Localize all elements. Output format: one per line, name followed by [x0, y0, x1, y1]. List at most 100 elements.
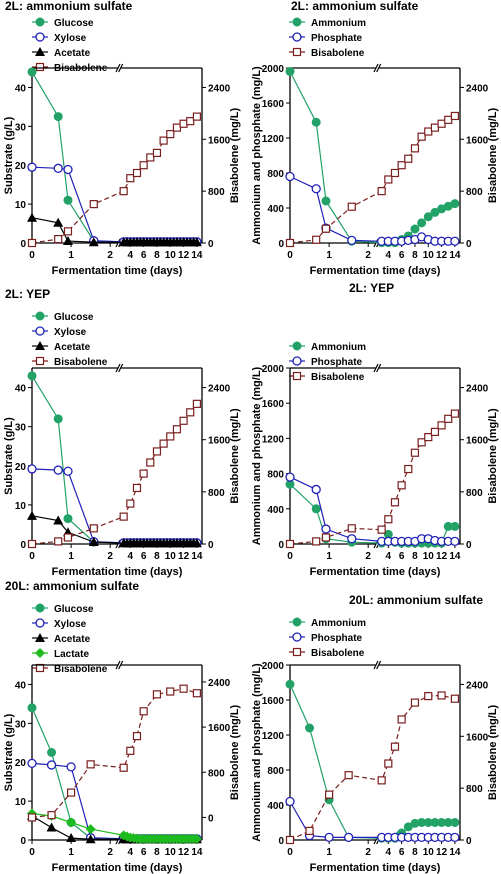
x-tick-label: 6	[141, 847, 147, 858]
data-point-ammonium	[410, 224, 420, 234]
series-line-xylose	[31, 762, 197, 840]
legend-label: Bisabolene	[311, 48, 365, 59]
data-point-bisabolene	[444, 414, 453, 423]
x-tick-label: 12	[178, 847, 190, 858]
chart-p5: 20L: ammonium sulfate Glucose Xylose Acetat…	[3, 579, 241, 874]
legend-marker	[292, 371, 302, 381]
y-tick-label: 0	[20, 836, 26, 847]
y2-tick-label: 800	[208, 768, 225, 779]
axis-break-mark	[118, 660, 124, 670]
x-tick-label: 0	[287, 551, 293, 562]
x-tick-label: 2	[365, 551, 371, 562]
y-axis-label: Ammonium and phosphate (mg/L)	[251, 366, 263, 545]
x-tick-label: 8	[154, 847, 160, 858]
chart-title: 20L: ammonium sulfate	[349, 593, 483, 607]
data-point-bisabolene	[390, 742, 400, 751]
data-point-bisabolene	[312, 235, 321, 244]
data-point-bisabolene	[285, 238, 295, 248]
data-point-bisabolene	[139, 469, 148, 478]
y2-tick-label: 800	[208, 488, 225, 499]
data-point-bisabolene	[285, 539, 295, 549]
y2-tick-label: 0	[466, 540, 472, 551]
data-point-xylose	[53, 163, 63, 173]
y-tick-label: 10	[15, 501, 27, 512]
y-tick-label: 800	[267, 169, 284, 180]
y-tick-label: 30	[15, 719, 27, 730]
legend-label: Phosphate	[311, 33, 363, 44]
y-tick-label: 20	[15, 462, 27, 473]
data-point-bisabolene	[172, 123, 182, 132]
data-point-bisabolene	[430, 123, 440, 132]
y2-tick-label: 800	[466, 488, 483, 499]
data-point-bisabolene	[312, 537, 321, 546]
data-point-bisabolene	[424, 127, 433, 136]
data-point-xylose	[27, 464, 37, 474]
data-point-bisabolene	[132, 483, 142, 493]
data-point-bisabolene	[192, 399, 201, 408]
axis-break-mark	[115, 63, 121, 73]
legend-label: Acetate	[54, 634, 91, 645]
legend-marker	[35, 618, 45, 628]
data-point-bisabolene	[159, 136, 168, 145]
data-point-glucose	[63, 514, 73, 524]
data-point-bisabolene	[321, 533, 331, 542]
data-point-phosphate	[347, 235, 357, 246]
legend-marker	[35, 341, 45, 350]
axis-break-mark	[115, 363, 121, 373]
y2-tick-label: 1600	[208, 436, 231, 447]
axis-break-mark	[115, 660, 121, 670]
data-point-ammonium	[450, 521, 460, 531]
data-point-bisabolene	[146, 153, 155, 162]
data-point-bisabolene	[410, 448, 420, 457]
x-tick-label: 2	[107, 250, 113, 261]
x-tick-label: 8	[154, 551, 160, 562]
data-point-ammonium	[417, 218, 427, 228]
data-point-bisabolene	[430, 427, 440, 436]
data-point-ammonium	[423, 212, 433, 222]
x-tick-label: 10	[165, 250, 177, 261]
y2-tick-label: 800	[466, 187, 483, 198]
data-point-xylose	[53, 465, 63, 475]
chart-p6: 20L: ammonium sulfate Ammonium Phosphate Bi…	[251, 593, 499, 874]
y2-tick-label: 1600	[208, 723, 231, 734]
x-tick-label: 4	[386, 250, 392, 261]
data-point-phosphate	[450, 832, 460, 843]
y-tick-label: 10	[15, 200, 27, 211]
x-axis-label: Fermentation time (days)	[310, 265, 441, 277]
data-point-bisabolene	[119, 187, 128, 196]
data-point-bisabolene	[397, 161, 406, 170]
data-point-bisabolene	[126, 499, 135, 508]
chart-p2: 2L: ammonium sulfate Ammonium Phosphate Bis…	[251, 0, 499, 277]
data-point-acetate	[191, 237, 202, 247]
data-point-bisabolene	[390, 498, 400, 507]
data-point-acetate	[53, 515, 64, 525]
legend-label: Bisabolene	[54, 357, 108, 368]
y-axis-label: Ammonium and phosphate (mg/L)	[251, 66, 263, 245]
series-line-xylose	[31, 166, 197, 243]
y-tick-label: 0	[278, 239, 284, 250]
data-point-bisabolene	[410, 144, 420, 153]
data-point-bisabolene	[384, 515, 393, 524]
data-point-acetate	[27, 212, 37, 222]
y-tick-label: 1600	[262, 99, 285, 110]
data-point-bisabolene	[384, 759, 393, 768]
series-line-bisabolene	[289, 694, 456, 841]
data-point-bisabolene	[166, 687, 175, 696]
data-point-bisabolene	[404, 154, 413, 163]
data-point-bisabolene	[321, 224, 331, 233]
legend-marker	[292, 647, 302, 657]
data-point-bisabolene	[347, 524, 356, 533]
y-tick-label: 40	[15, 384, 27, 395]
data-point-bisabolene	[192, 689, 201, 698]
data-point-bisabolene	[192, 112, 201, 121]
x-tick-label: 0	[29, 847, 35, 858]
y2-tick-label: 1600	[466, 135, 489, 146]
data-point-bisabolene	[146, 458, 155, 467]
data-point-bisabolene	[66, 788, 76, 797]
legend-label: Ammonium	[311, 618, 366, 629]
data-point-bisabolene	[89, 524, 98, 533]
data-point-bisabolene	[344, 771, 353, 780]
data-point-bisabolene	[179, 416, 188, 425]
data-point-acetate	[66, 833, 77, 843]
